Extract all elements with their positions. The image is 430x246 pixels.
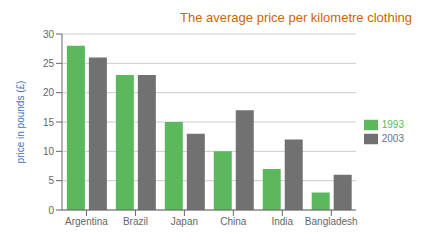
svg-text:10: 10 <box>43 146 55 157</box>
svg-text:Japan: Japan <box>171 216 198 227</box>
svg-text:price in pounds (£): price in pounds (£) <box>15 81 26 164</box>
svg-text:0: 0 <box>48 205 54 216</box>
html-text:1993: 1993 <box>381 118 404 130</box>
svg-text:India: India <box>271 216 293 227</box>
svg-text:15: 15 <box>43 117 55 128</box>
svg-text:China: China <box>220 216 247 227</box>
html-text:2003: 2003 <box>381 132 404 144</box>
svg-text:30: 30 <box>43 29 55 40</box>
svg-text:25: 25 <box>43 58 55 69</box>
html-text:The average price per kilometr: The average price per kilometre clothing <box>180 10 412 25</box>
svg-text:5: 5 <box>48 175 54 186</box>
svg-text:Argentina: Argentina <box>65 216 108 227</box>
svg-text:Brazil: Brazil <box>123 216 148 227</box>
svg-text:20: 20 <box>43 87 55 98</box>
svg-text:Bangladesh: Bangladesh <box>305 216 358 227</box>
